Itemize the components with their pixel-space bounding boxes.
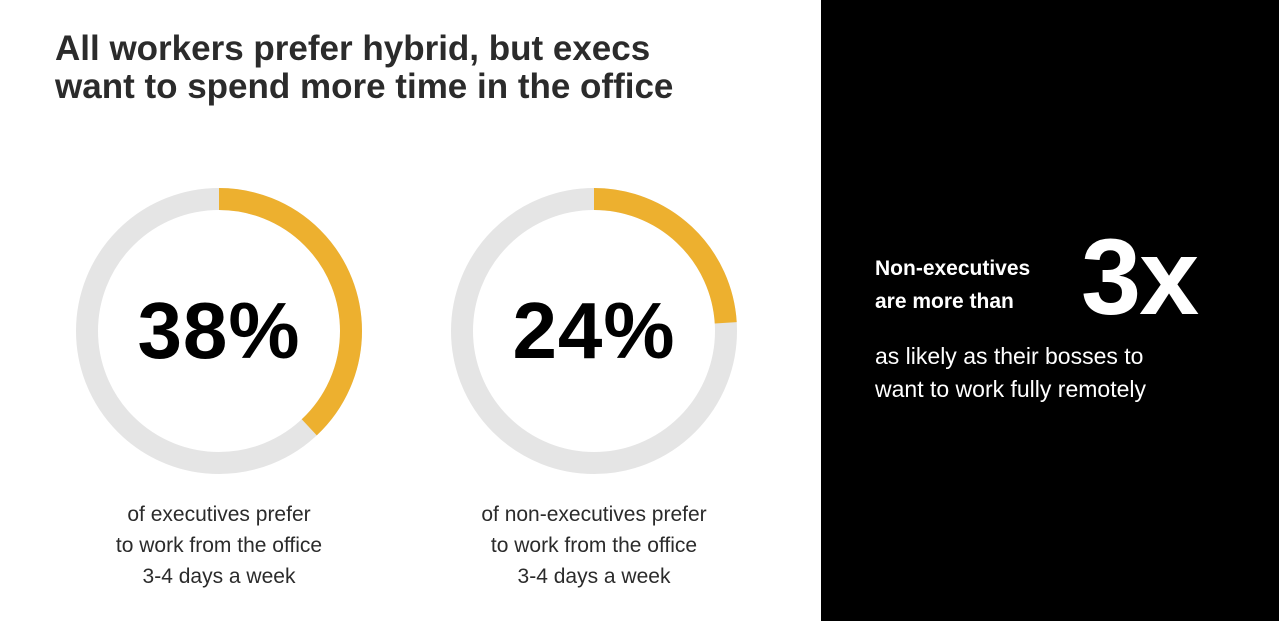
caption-line: of executives prefer: [127, 503, 311, 526]
caption-line: to work from the office: [490, 534, 698, 557]
donut-value-non-executives: 24%: [512, 286, 676, 375]
callout-lead-line-2: are more than: [875, 290, 1014, 313]
callout-tail: as likely as their bosses to want to wor…: [875, 340, 1235, 406]
caption-non-executives: of non-executives prefer to work from th…: [429, 499, 759, 592]
caption-line: to work from the office: [115, 534, 323, 557]
donut-ring-executives: [76, 188, 362, 474]
callout-lead: Non-executives are more than: [875, 252, 1085, 318]
caption-line: of non-executives prefer: [481, 503, 707, 526]
callout-lead-line-1: Non-executives: [875, 257, 1031, 280]
caption-line: 3-4 days a week: [142, 565, 296, 588]
callout-tail-line-2: want to work fully remotely: [875, 376, 1146, 402]
donut-value-executives: 38%: [137, 286, 301, 375]
title-line-1: All workers prefer hybrid, but execs: [55, 29, 651, 68]
caption-line: 3-4 days a week: [517, 565, 671, 588]
title-line-2: want to spend more time in the office: [55, 67, 674, 106]
chart-title: All workers prefer hybrid, but execs wan…: [55, 30, 795, 106]
donut-executives: 38%: [76, 188, 362, 474]
callout-panel: Non-executives are more than 3x as likel…: [821, 0, 1279, 621]
caption-executives: of executives prefer to work from the of…: [54, 499, 384, 592]
donut-arc-non-executives: [451, 188, 737, 474]
donut-arc-executives: [76, 188, 362, 474]
donut-ring-non-executives: [451, 188, 737, 474]
callout-tail-line-1: as likely as their bosses to: [875, 343, 1144, 369]
callout-multiplier: 3x: [1081, 216, 1199, 337]
donut-non-executives: 24%: [451, 188, 737, 474]
